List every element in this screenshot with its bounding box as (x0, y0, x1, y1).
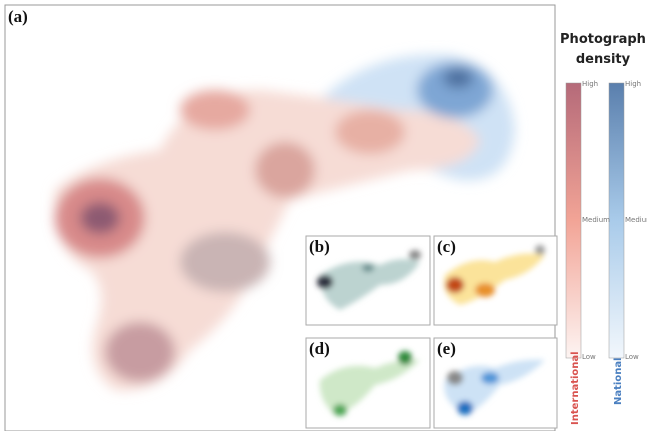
panel-label: (b) (309, 237, 330, 256)
panel-label: (a) (8, 7, 28, 26)
panel-label: (d) (309, 339, 330, 358)
color-bar (565, 82, 582, 359)
color-bar (608, 82, 625, 359)
main-density (54, 54, 515, 391)
legend-level: Low (625, 353, 639, 361)
legend-level: Low (582, 353, 596, 361)
scale-name: National (613, 358, 624, 406)
legend-level: Medium (582, 216, 610, 224)
panel-label: (c) (437, 237, 456, 256)
legend-title: Photograph density (560, 32, 646, 67)
legend-level: Medium (625, 216, 647, 224)
panel-label: (e) (437, 339, 456, 358)
legend-level: High (625, 80, 641, 88)
insets (305, 235, 558, 429)
legend-level: High (582, 80, 598, 88)
scale-name: International (570, 351, 581, 425)
